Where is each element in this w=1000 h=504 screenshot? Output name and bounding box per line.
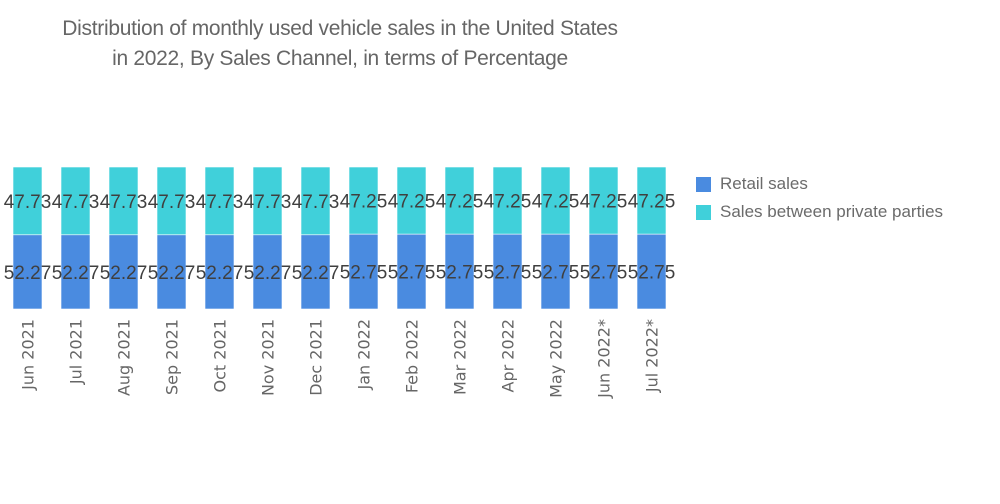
bar-retail-sales bbox=[636, 233, 667, 310]
bar-retail-sales bbox=[492, 233, 523, 310]
bar-retail-sales bbox=[12, 234, 43, 310]
data-label: 47.25 bbox=[580, 192, 628, 213]
data-label: 47.73 bbox=[196, 192, 244, 213]
data-label: 52.27 bbox=[244, 263, 292, 284]
bar-private-parties bbox=[156, 166, 187, 236]
legend-swatch-retail-sales bbox=[696, 176, 711, 192]
x-tick-label: Mar 2022 bbox=[451, 319, 470, 395]
legend: Retail sales Sales between private parti… bbox=[696, 170, 943, 226]
bar-retail-sales bbox=[156, 234, 187, 310]
bar-private-parties bbox=[60, 166, 91, 236]
data-label: 47.25 bbox=[388, 192, 436, 213]
chart-title-line-1: Distribution of monthly used vehicle sal… bbox=[62, 17, 618, 40]
data-label: 47.73 bbox=[52, 192, 100, 213]
bar-retail-sales bbox=[540, 233, 571, 310]
x-tick-label: Aug 2021 bbox=[115, 319, 134, 396]
data-label: 52.75 bbox=[580, 263, 628, 284]
legend-item-retail-sales[interactable]: Retail sales bbox=[696, 170, 943, 198]
x-tick-label: Jun 2021 bbox=[19, 319, 38, 391]
x-tick-label: Apr 2022 bbox=[499, 319, 518, 392]
data-label: 47.25 bbox=[340, 192, 388, 213]
data-label: 52.27 bbox=[4, 263, 52, 284]
data-label: 47.73 bbox=[292, 192, 340, 213]
bar-private-parties bbox=[204, 166, 235, 236]
bar-retail-sales bbox=[396, 233, 427, 310]
bar-private-parties bbox=[300, 166, 331, 236]
data-labels-group: 52.27 47.73 52.27 47.73 52.27 47.73 52.27 47.73… bbox=[4, 192, 676, 284]
bar-private-parties bbox=[540, 166, 571, 235]
data-label: 47.25 bbox=[628, 192, 676, 213]
data-label: 52.27 bbox=[100, 263, 148, 284]
x-tick-label: Jul 2022* bbox=[643, 319, 662, 393]
bar-private-parties bbox=[588, 166, 619, 235]
data-label: 47.25 bbox=[532, 192, 580, 213]
data-label: 52.75 bbox=[628, 263, 676, 284]
bar-retail-sales bbox=[300, 234, 331, 310]
x-tick-label: Jul 2021 bbox=[67, 319, 86, 385]
bar-retail-sales bbox=[588, 233, 619, 310]
bar-retail-sales bbox=[444, 233, 475, 310]
legend-label-private-parties: Sales between private parties bbox=[720, 202, 944, 221]
bars-group bbox=[12, 166, 667, 310]
legend-swatch-private-parties bbox=[696, 204, 711, 220]
x-tick-label: Dec 2021 bbox=[307, 319, 326, 396]
bar-private-parties bbox=[348, 166, 379, 235]
x-tick-label: Nov 2021 bbox=[259, 319, 278, 396]
bar-private-parties bbox=[444, 166, 475, 235]
x-tick-label: Sep 2021 bbox=[163, 319, 182, 395]
bar-private-parties bbox=[12, 166, 43, 236]
bar-private-parties bbox=[396, 166, 427, 235]
data-label: 52.27 bbox=[196, 263, 244, 284]
data-label: 52.75 bbox=[388, 263, 436, 284]
bar-retail-sales bbox=[348, 233, 379, 310]
data-label: 47.73 bbox=[148, 192, 196, 213]
stacked-bar-chart: 52.27 47.73 52.27 47.73 52.27 47.73 52.27 47.73… bbox=[4, 166, 676, 399]
bar-retail-sales bbox=[60, 234, 91, 310]
bar-retail-sales bbox=[204, 234, 235, 310]
chart-title-line-2: in 2022, By Sales Channel, in terms of P… bbox=[112, 47, 568, 70]
data-label: 47.73 bbox=[100, 192, 148, 213]
legend-item-private-parties[interactable]: Sales between private parties bbox=[696, 198, 943, 226]
data-label: 52.75 bbox=[532, 263, 580, 284]
data-label: 47.73 bbox=[244, 192, 292, 213]
data-label: 52.27 bbox=[292, 263, 340, 284]
x-axis-tick-labels: Jun 2021 Jul 2021 Aug 2021 Sep 2021 Oct 2021… bbox=[19, 319, 662, 399]
data-label: 52.75 bbox=[436, 263, 484, 284]
bar-private-parties bbox=[492, 166, 523, 235]
chart-title: Distribution of monthly used vehicle sal… bbox=[0, 14, 680, 74]
x-tick-label: Feb 2022 bbox=[403, 319, 422, 393]
data-label: 47.73 bbox=[4, 192, 52, 213]
bar-private-parties bbox=[636, 166, 667, 235]
data-label: 52.75 bbox=[340, 263, 388, 284]
x-tick-label: Jan 2022 bbox=[355, 319, 374, 390]
bar-private-parties bbox=[108, 166, 139, 236]
x-tick-label: Oct 2021 bbox=[211, 319, 230, 392]
x-tick-label: May 2022 bbox=[547, 319, 566, 398]
data-label: 52.27 bbox=[52, 263, 100, 284]
data-label: 47.25 bbox=[484, 192, 532, 213]
data-label: 47.25 bbox=[436, 192, 484, 213]
data-label: 52.27 bbox=[148, 263, 196, 284]
legend-label-retail-sales: Retail sales bbox=[720, 174, 808, 193]
bar-private-parties bbox=[252, 166, 283, 236]
data-label: 52.75 bbox=[484, 263, 532, 284]
x-tick-label: Jun 2022* bbox=[595, 319, 614, 399]
